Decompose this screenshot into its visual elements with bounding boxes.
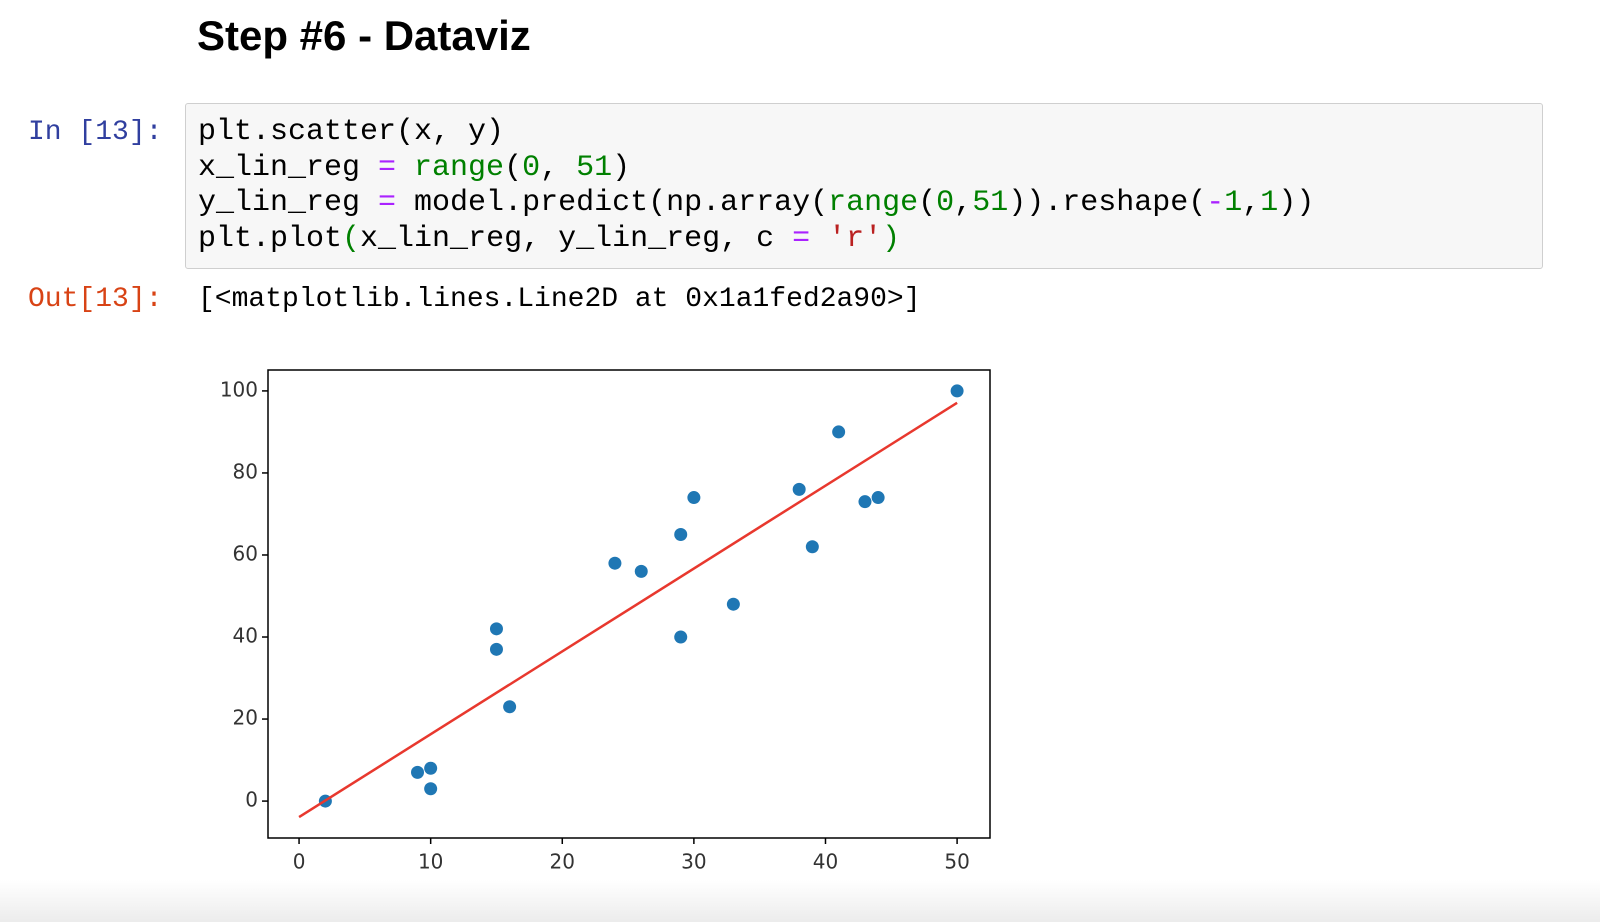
point [792, 482, 806, 496]
y-tick-label: 60 [233, 541, 258, 565]
output-text: [<matplotlib.lines.Line2D at 0x1a1fed2a9… [198, 284, 921, 315]
code-token: 51 [972, 186, 1009, 220]
code-line: plt.scatter(x, y) [198, 115, 1314, 151]
code-line: y_lin_reg = model.predict(np.array(range… [198, 186, 1314, 222]
point [674, 527, 688, 541]
point [832, 425, 846, 439]
code-token: x_lin_reg, y_lin_reg, c [360, 221, 793, 256]
code-token: - [1206, 186, 1225, 220]
point [503, 700, 517, 714]
x-tick-label: 50 [944, 850, 969, 874]
code-token: ) [882, 221, 901, 256]
point [687, 491, 701, 505]
y-tick-label: 0 [245, 788, 258, 812]
code-token: ( [504, 150, 523, 185]
code-token: , [540, 150, 577, 185]
code-token: 1 [1224, 186, 1243, 220]
code-token: model.predict(np.array( [396, 186, 829, 220]
y-tick-label: 40 [233, 624, 258, 648]
code-token: 0 [522, 150, 541, 185]
point [634, 564, 648, 578]
x-tick-label: 20 [550, 850, 575, 874]
point [489, 642, 503, 656]
code-line: plt.plot(x_lin_reg, y_lin_reg, c = 'r') [198, 222, 1314, 258]
regression-line [298, 401, 958, 819]
code-token: plt.scatter(x, y) [198, 115, 505, 149]
code-token: = [378, 150, 397, 185]
point [805, 540, 819, 554]
code[interactable]: plt.scatter(x, y) x_lin_reg = range(0, 51… [198, 115, 1314, 257]
code-token: range [396, 150, 505, 185]
code-token: = [792, 221, 811, 256]
input-prompt: In [13]: [28, 117, 163, 148]
point [424, 782, 438, 796]
heading: Step #6 - Dataviz [197, 12, 531, 59]
y-tick-label: 100 [220, 377, 258, 401]
code-token: )) [1278, 186, 1315, 220]
point [871, 491, 885, 505]
point [726, 597, 740, 611]
code-token: 'r' [810, 221, 883, 256]
point [950, 384, 964, 398]
scroll-fade [0, 880, 1600, 922]
point [674, 630, 688, 644]
y-tick-label: 80 [233, 459, 258, 483]
point [411, 765, 425, 779]
code-token: , [1242, 186, 1261, 220]
point [424, 761, 438, 775]
code-token: range [828, 186, 919, 220]
y-tick-label: 20 [233, 706, 258, 730]
x-tick-label: 0 [293, 850, 306, 874]
code-token: = [378, 186, 397, 220]
code-token: 1 [1260, 186, 1279, 220]
chart: 0 10 20 30 40 50 0 20 40 60 80 100 [220, 369, 991, 874]
code-token: , [954, 186, 973, 220]
code-token: )).reshape( [1008, 186, 1207, 220]
point [858, 495, 872, 509]
code-token: plt.plot [198, 221, 343, 256]
code-token: x_lin_reg [198, 150, 379, 185]
code-token: ( [918, 186, 937, 220]
code-token: 51 [576, 150, 613, 185]
x-tick-label: 30 [681, 850, 706, 874]
code-line: x_lin_reg = range(0, 51) [198, 151, 1314, 187]
point [608, 556, 622, 570]
code-token: y_lin_reg [198, 186, 379, 220]
point [489, 622, 503, 636]
x-tick-label: 40 [813, 850, 838, 874]
x-tick-label: 10 [418, 850, 443, 874]
plot-frame [267, 369, 991, 839]
output-prompt: Out[13]: [28, 284, 163, 315]
code-token: ( [342, 221, 361, 256]
code-cell[interactable] [185, 103, 1543, 269]
code-token: 0 [936, 186, 955, 220]
code-token: ) [612, 150, 631, 185]
